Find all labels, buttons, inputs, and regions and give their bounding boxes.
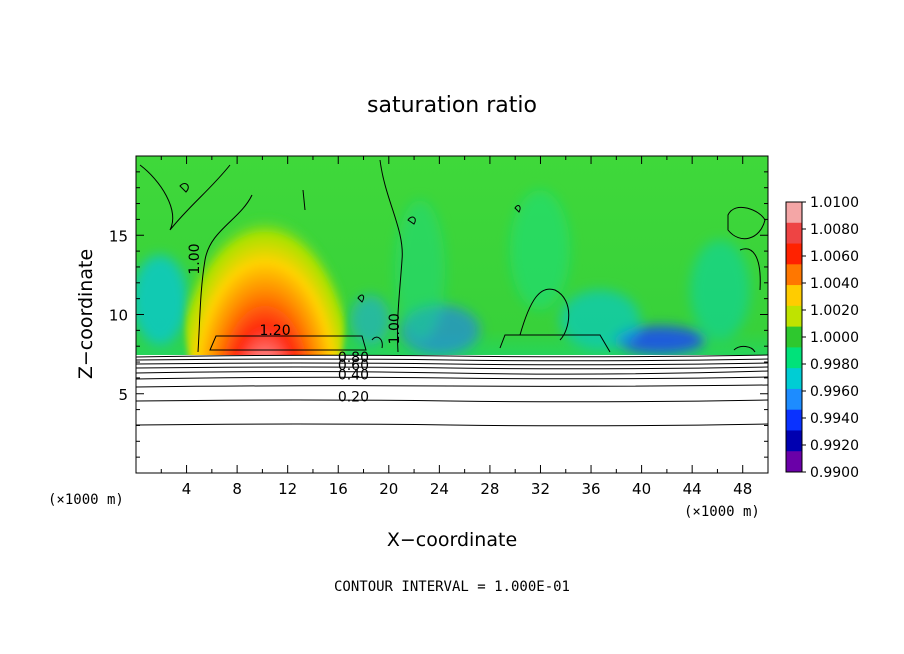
colorbar-label: 0.9960 [810, 384, 859, 400]
contour-label: 0.40 [338, 367, 369, 383]
colorbar-label: 0.9940 [810, 411, 859, 427]
colorbar-swatch [786, 430, 802, 452]
colorbar-label: 1.0100 [810, 195, 859, 211]
colorbar-label: 1.0020 [810, 303, 859, 319]
x-axis-label: X−coordinate [387, 529, 517, 551]
colorbar-swatch [786, 285, 802, 307]
contour-labels: 1.20 1.00 1.00 0.800.600.40 0.20 [187, 243, 403, 405]
colorbar-swatch [786, 264, 802, 286]
contour-label: 1.00 [387, 313, 403, 344]
x-tick-label: 20 [379, 480, 398, 498]
dry-layer [136, 355, 768, 473]
x-tick-label: 12 [278, 480, 297, 498]
y-tick-label: 15 [109, 227, 128, 245]
x-tick-label: 16 [329, 480, 348, 498]
colorbar-label: 1.0000 [810, 330, 859, 346]
y-axis-label: Z−coordinate [75, 249, 97, 379]
colorbar-swatch [786, 326, 802, 348]
x-tick-label: 44 [683, 480, 702, 498]
y-axis: 5 10 15 [109, 171, 768, 458]
colorbar-swatch [786, 368, 802, 390]
contour-label: 1.00 [187, 243, 203, 274]
colorbar-swatch [786, 347, 802, 369]
contour-interval-note: CONTOUR INTERVAL = 1.000E-01 [334, 579, 570, 595]
x-tick-label: 36 [581, 480, 600, 498]
colorbar-swatch [786, 409, 802, 431]
contour-label: 0.60 [338, 358, 369, 374]
x-tick-label: 48 [733, 480, 752, 498]
x-unit-right: (×1000 m) [684, 504, 760, 520]
contour-label: 1.20 [259, 323, 290, 339]
colorbar-swatch [786, 202, 802, 224]
contour-lines [136, 159, 768, 427]
colorbar-label: 0.9900 [810, 465, 859, 481]
colorbar-label: 1.0080 [810, 222, 859, 238]
colorbar-swatch [786, 388, 802, 411]
colorbar-label: 0.9980 [810, 357, 859, 373]
x-tick-label: 32 [531, 480, 550, 498]
x-unit-left: (×1000 m) [48, 492, 124, 508]
x-tick-label: 28 [480, 480, 499, 498]
chart-title: saturation ratio [367, 93, 537, 118]
x-tick-label: 40 [632, 480, 651, 498]
colorbar: 1.0100 1.0080 1.0060 1.0040 1.0020 1.0000 0.99… [785, 195, 859, 481]
y-tick-label: 5 [118, 386, 128, 404]
colorbar-swatch [786, 243, 802, 265]
colorbar-label: 1.0040 [810, 276, 859, 292]
contour-label: 0.80 [338, 350, 369, 366]
colorbar-label: 1.0060 [810, 249, 859, 265]
x-tick-label: 4 [182, 480, 192, 498]
x-axis: 4 8 12 16 20 24 28 32 36 40 44 48 [160, 156, 752, 498]
colorbar-swatch [786, 222, 802, 245]
y-tick-label: 10 [109, 307, 128, 325]
x-tick-label: 24 [430, 480, 449, 498]
field-texture [136, 190, 750, 355]
colorbar-swatch [786, 451, 802, 473]
plot-area: 1.20 1.00 1.00 0.800.600.40 0.20 [136, 156, 768, 473]
colorbar-swatch [786, 305, 802, 328]
contour-label: 0.20 [338, 390, 369, 406]
x-tick-label: 8 [232, 480, 242, 498]
colorbar-label: 0.9920 [810, 438, 859, 454]
